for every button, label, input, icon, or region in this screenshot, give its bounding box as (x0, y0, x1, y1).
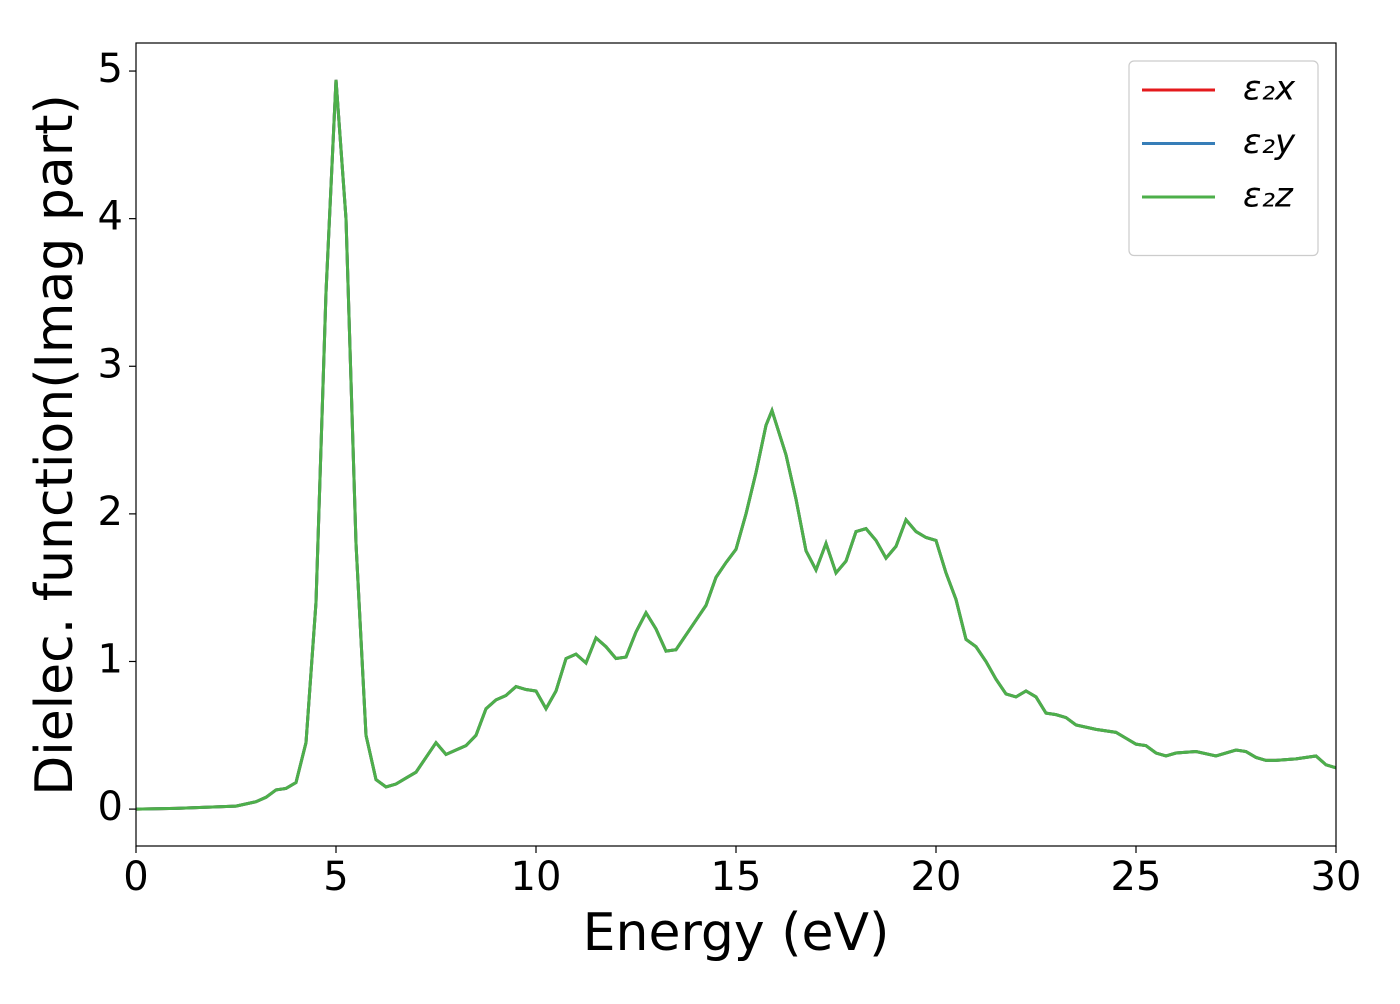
legend-box (1128, 60, 1319, 257)
y-tick-label: 4 (98, 194, 123, 240)
y-tick-label: 1 (98, 636, 123, 682)
x-tick-label: 10 (511, 854, 562, 900)
x-tick-label: 0 (123, 854, 148, 900)
legend-label: ε₂z (1243, 176, 1294, 216)
x-tick-label: 5 (323, 854, 348, 900)
y-tick-label: 0 (98, 784, 123, 830)
x-tick-label: 25 (1111, 854, 1162, 900)
plot-frame (135, 42, 1337, 847)
x-tick-label: 30 (1311, 854, 1362, 900)
x-axis-label: Energy (eV) (583, 903, 890, 963)
legend-label: ε₂x (1243, 69, 1296, 109)
x-tick-label: 15 (711, 854, 762, 900)
series-line (136, 79, 1336, 811)
legend-label: ε₂y (1243, 122, 1296, 162)
y-tick-label: 3 (98, 341, 123, 387)
y-axis-label: Dielec. function(Imag part) (25, 94, 85, 796)
x-tick-label: 20 (911, 854, 962, 900)
y-tick-label: 2 (98, 489, 123, 535)
y-tick-label: 5 (98, 46, 123, 92)
